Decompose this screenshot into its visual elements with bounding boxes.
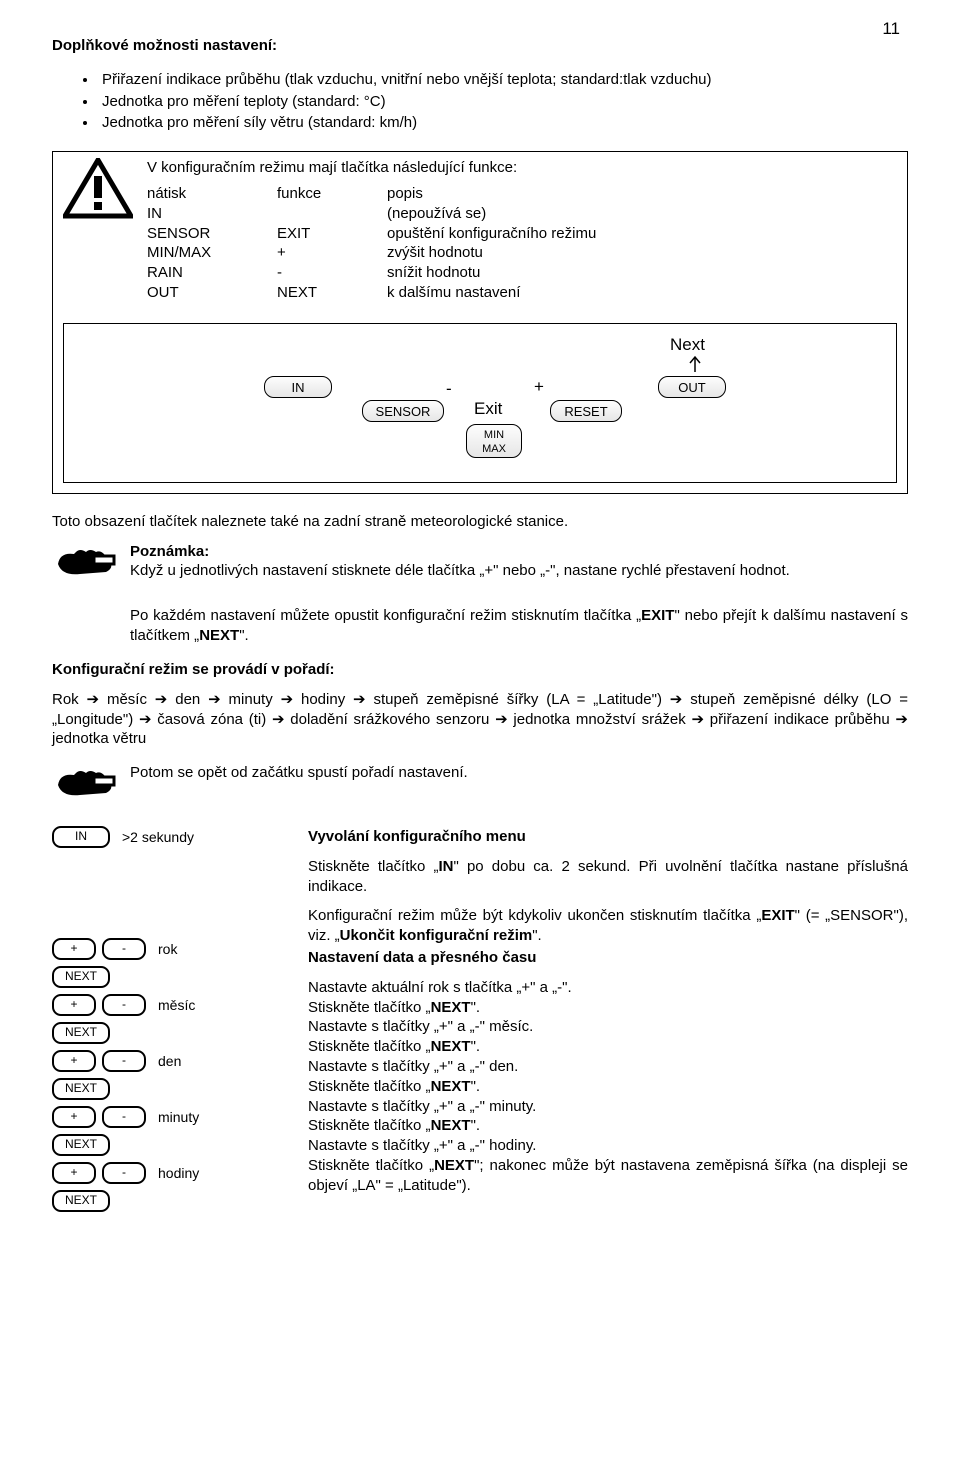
- table-cell: opuštění konfiguračního režimu: [387, 224, 897, 244]
- txt: IN: [439, 858, 454, 875]
- ctrl-label: hodiny: [158, 1164, 199, 1182]
- diagram-label: -: [446, 378, 452, 400]
- page-number: 11: [882, 18, 900, 40]
- step-line: Stiskněte tlačítko „NEXT".: [308, 998, 908, 1018]
- ctrl-plus-button: +: [52, 938, 96, 960]
- ctrl-minus-button: -: [102, 1050, 146, 1072]
- diagram-button-sensor: SENSOR: [362, 400, 444, 422]
- step-line: Nastavte aktuální rok s tlačítka „+" a „…: [308, 978, 908, 998]
- txt: EXIT: [641, 607, 674, 624]
- diagram-button-reset: RESET: [550, 400, 622, 422]
- diagram-button-in: IN: [264, 376, 332, 398]
- step-line: Nastavte s tlačítky „+" a „-" hodiny.: [308, 1136, 908, 1156]
- ctrl-plus-button: +: [52, 1106, 96, 1128]
- table-cell: EXIT: [277, 224, 387, 244]
- txt: ".: [239, 627, 249, 644]
- txt: Ukončit konfigurační režim: [340, 927, 533, 944]
- table-head: nátisk: [147, 184, 277, 204]
- table-head: funkce: [277, 184, 387, 204]
- minmax-line1: MIN: [467, 428, 521, 442]
- right-heading: Vyvolání konfiguračního menu: [308, 827, 908, 847]
- warn-intro: V konfiguračním režimu mají tlačítka nás…: [147, 158, 897, 178]
- ctrl-minus-button: -: [102, 1106, 146, 1128]
- ctrl-minus-button: -: [102, 938, 146, 960]
- ctrl-hint: >2 sekundy: [122, 828, 194, 846]
- warning-icon: [63, 158, 133, 226]
- table-cell: [277, 204, 387, 224]
- txt: NEXT: [199, 627, 239, 644]
- ctrl-plus-button: +: [52, 1050, 96, 1072]
- hand-icon: [52, 763, 116, 813]
- diagram-label: +: [534, 376, 544, 398]
- order-head: Konfigurační režim se provádí v pořadí:: [52, 660, 908, 680]
- hand-icon: [52, 542, 116, 592]
- table-cell: IN: [147, 204, 277, 224]
- table-head: popis: [387, 184, 897, 204]
- minmax-line2: MAX: [467, 442, 521, 456]
- table-cell: (nepoužívá se): [387, 204, 897, 224]
- ctrl-plus-button: +: [52, 994, 96, 1016]
- note-text-2: Po každém nastavení můžete opustit konfi…: [130, 606, 908, 646]
- txt: ".: [532, 927, 542, 944]
- table-cell: -: [277, 263, 387, 283]
- option-list: Přiřazení indikace průběhu (tlak vzduchu…: [52, 70, 908, 135]
- table-cell: +: [277, 243, 387, 263]
- paragraph: Toto obsazení tlačítek naleznete také na…: [52, 512, 908, 532]
- diagram-label: Exit: [474, 398, 502, 420]
- ctrl-next-button: NEXT: [52, 1022, 110, 1044]
- right-heading-2: Nastavení data a přesného času: [308, 948, 908, 968]
- txt: EXIT: [761, 907, 794, 924]
- list-item: Přiřazení indikace průběhu (tlak vzduchu…: [98, 70, 908, 92]
- ctrl-plus-button: +: [52, 1162, 96, 1184]
- txt: Konfigurační režim může být kdykoliv uko…: [308, 907, 761, 924]
- restart-text: Potom se opět od začátku spustí pořadí n…: [130, 763, 908, 783]
- step-line: Stiskněte tlačítko „NEXT".: [308, 1077, 908, 1097]
- step-line: Stiskněte tlačítko „NEXT".: [308, 1116, 908, 1136]
- table-cell: MIN/MAX: [147, 243, 277, 263]
- ctrl-next-button: NEXT: [52, 1078, 110, 1100]
- left-controls: IN >2 sekundy + - rok NEXT + - měsíc NEX…: [52, 825, 282, 1213]
- function-table: nátisk funkce popis IN (nepoužívá se) SE…: [147, 184, 897, 303]
- ctrl-label: rok: [158, 940, 177, 958]
- step-line: Stiskněte tlačítko „NEXT".: [308, 1037, 908, 1057]
- warning-panel: V konfiguračním režimu mají tlačítka nás…: [52, 151, 908, 494]
- table-cell: zvýšit hodnotu: [387, 243, 897, 263]
- table-cell: k dalšímu nastavení: [387, 283, 897, 303]
- diagram-button-minmax: MIN MAX: [466, 424, 522, 458]
- order-sequence: Rok ➔ měsíc ➔ den ➔ minuty ➔ hodiny ➔ st…: [52, 690, 908, 749]
- ctrl-next-button: NEXT: [52, 1190, 110, 1212]
- txt: Po každém nastavení můžete opustit konfi…: [130, 607, 641, 624]
- txt: Stiskněte tlačítko „: [308, 858, 439, 875]
- arrow-icon: [680, 354, 710, 374]
- right-paragraph: Konfigurační režim může být kdykoliv uko…: [308, 906, 908, 946]
- ctrl-minus-button: -: [102, 994, 146, 1016]
- diagram-button-out: OUT: [658, 376, 726, 398]
- table-cell: SENSOR: [147, 224, 277, 244]
- step-line: Nastavte s tlačítky „+" a „-" měsíc.: [308, 1017, 908, 1037]
- note-text: Když u jednotlivých nastavení stisknete …: [130, 561, 908, 581]
- ctrl-label: měsíc: [158, 996, 195, 1014]
- ctrl-next-button: NEXT: [52, 966, 110, 988]
- step-line: Stiskněte tlačítko „NEXT"; nakonec může …: [308, 1156, 908, 1196]
- table-cell: OUT: [147, 283, 277, 303]
- right-content: Vyvolání konfiguračního menu Stiskněte t…: [308, 825, 908, 1196]
- ctrl-label: den: [158, 1052, 181, 1070]
- right-paragraph: Stiskněte tlačítko „IN" po dobu ca. 2 se…: [308, 857, 908, 897]
- ctrl-next-button: NEXT: [52, 1134, 110, 1156]
- table-cell: RAIN: [147, 263, 277, 283]
- note-head: Poznámka:: [130, 542, 908, 562]
- page-title: Doplňkové možnosti nastavení:: [52, 36, 908, 56]
- list-item: Jednotka pro měření teploty (standard: °…: [98, 92, 908, 114]
- table-cell: NEXT: [277, 283, 387, 303]
- table-cell: snížit hodnotu: [387, 263, 897, 283]
- ctrl-label: minuty: [158, 1108, 199, 1126]
- ctrl-in-button: IN: [52, 826, 110, 848]
- ctrl-minus-button: -: [102, 1162, 146, 1184]
- step-line: Nastavte s tlačítky „+" a „-" minuty.: [308, 1097, 908, 1117]
- button-diagram: Next Exit + - IN SENSOR MIN MAX RESET OU…: [63, 323, 897, 483]
- list-item: Jednotka pro měření síly větru (standard…: [98, 113, 908, 135]
- step-line: Nastavte s tlačítky „+" a „-" den.: [308, 1057, 908, 1077]
